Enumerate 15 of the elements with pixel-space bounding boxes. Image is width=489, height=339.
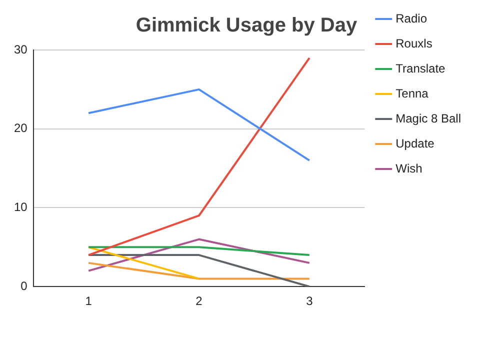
x-tick-label: 2	[196, 294, 203, 308]
y-tick-label: 30	[14, 42, 28, 56]
chart-title: Gimmick Usage by Day	[136, 14, 358, 37]
y-tick-label: 20	[14, 121, 28, 136]
x-tick-label: 3	[306, 294, 314, 308]
legend-label: Update	[396, 136, 435, 150]
legend-label: Translate	[396, 61, 446, 76]
y-tick-label: 10	[14, 200, 28, 214]
legend-label: Radio	[396, 11, 428, 26]
legend-label: Rouxls	[396, 36, 432, 50]
x-tick-label: 1	[85, 294, 92, 308]
legend-label: Magic 8 Ball	[396, 111, 462, 126]
legend-label: Wish	[396, 161, 422, 176]
y-tick-label: 0	[20, 278, 28, 293]
legend-label: Tenna	[396, 86, 429, 100]
